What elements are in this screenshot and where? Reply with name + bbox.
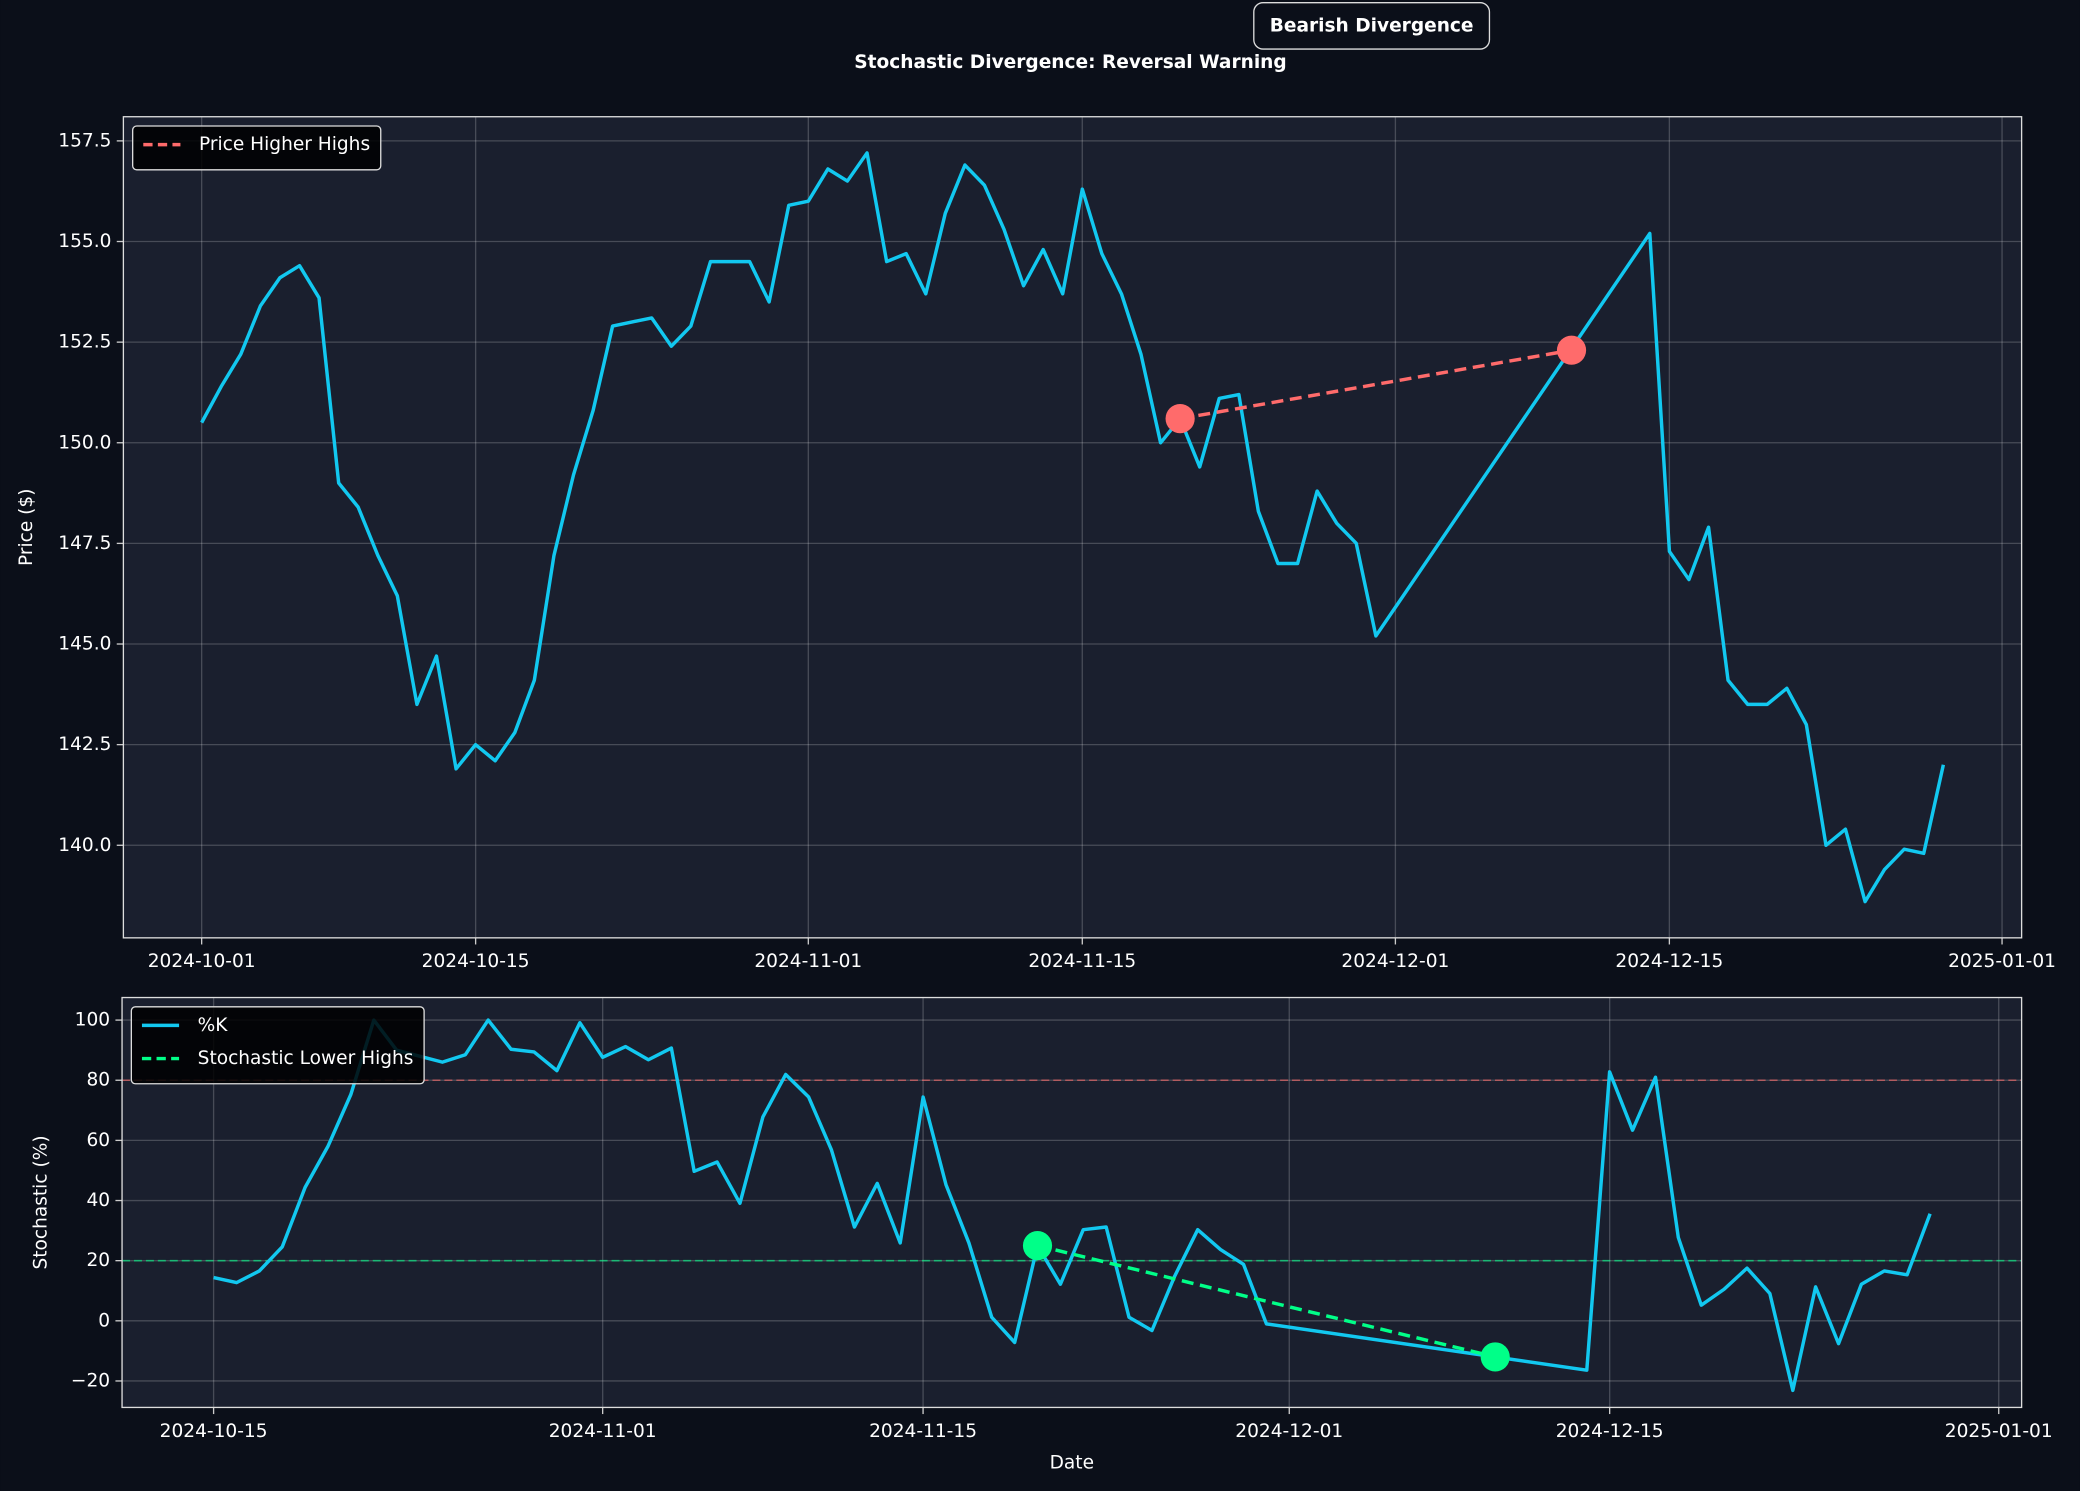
legend-box (130, 1006, 425, 1085)
series-line (200, 151, 1946, 904)
series-line (213, 1018, 1932, 1393)
x-tick-label: 2024-11-01 (754, 951, 862, 972)
plot-area (123, 116, 2022, 938)
x-tick-label: 2024-12-01 (1235, 1421, 1343, 1442)
x-axis-label: Date (1050, 1453, 1094, 1474)
y-tick-label: 20 (86, 1250, 110, 1271)
chart-title: Stochastic Divergence: Reversal Warning (854, 52, 1286, 73)
legend-label: %K (198, 1015, 229, 1036)
y-tick-label: −20 (71, 1370, 110, 1391)
y-tick-label: 147.5 (58, 533, 111, 554)
x-tick-label: 2024-11-15 (869, 1421, 977, 1442)
legend-label: Price Higher Highs (199, 134, 370, 155)
divergence-point (1556, 335, 1587, 365)
y-tick-label: 40 (86, 1190, 110, 1211)
y-tick-label: 157.5 (58, 130, 111, 151)
y-tick-label: 80 (86, 1070, 110, 1091)
y-tick-label: 145.0 (58, 634, 111, 655)
trend-line (1037, 1243, 1496, 1359)
y-tick-label: 150.0 (58, 432, 111, 453)
divergence-point (1022, 1231, 1053, 1261)
y-tick-label: 0 (98, 1310, 110, 1331)
trend-line (1179, 348, 1572, 421)
divergence-point (1165, 404, 1195, 434)
x-tick-label: 2024-12-15 (1615, 951, 1723, 972)
y-tick-label: 142.5 (58, 734, 111, 755)
x-tick-label: 2024-12-15 (1556, 1421, 1664, 1442)
legend: Price Higher Highs (132, 125, 382, 171)
y-tick-label: 100 (75, 1010, 110, 1031)
axes-frame (121, 996, 2023, 1409)
x-tick-label: 2025-01-01 (1948, 951, 2056, 972)
y-tick-label: 155.0 (58, 231, 111, 252)
legend-label: Stochastic Lower Highs (198, 1048, 414, 1069)
x-tick-label: 2024-10-01 (148, 951, 256, 972)
legend: %K Stochastic Lower Highs (130, 1006, 425, 1085)
y-axis-label: Stochastic (%) (31, 1135, 52, 1269)
y-tick-label: 152.5 (58, 332, 111, 353)
axes-frame (122, 116, 2023, 939)
x-tick-label: 2024-10-15 (422, 951, 530, 972)
x-tick-label: 2025-01-01 (1945, 1421, 2053, 1442)
y-tick-label: 60 (86, 1130, 110, 1151)
y-axis-label: Price ($) (16, 489, 37, 566)
x-tick-label: 2024-12-01 (1341, 951, 1449, 972)
legend-box (132, 125, 382, 171)
x-tick-label: 2024-11-15 (1028, 951, 1136, 972)
plot-area (122, 997, 2022, 1408)
annotation-box (1253, 1, 1491, 50)
y-tick-label: 140.0 (58, 835, 111, 856)
x-tick-label: 2024-11-01 (549, 1421, 657, 1442)
annotation: Bearish Divergence (1270, 15, 1474, 36)
x-tick-label: 2024-10-15 (160, 1421, 268, 1442)
divergence-point (1480, 1342, 1510, 1372)
